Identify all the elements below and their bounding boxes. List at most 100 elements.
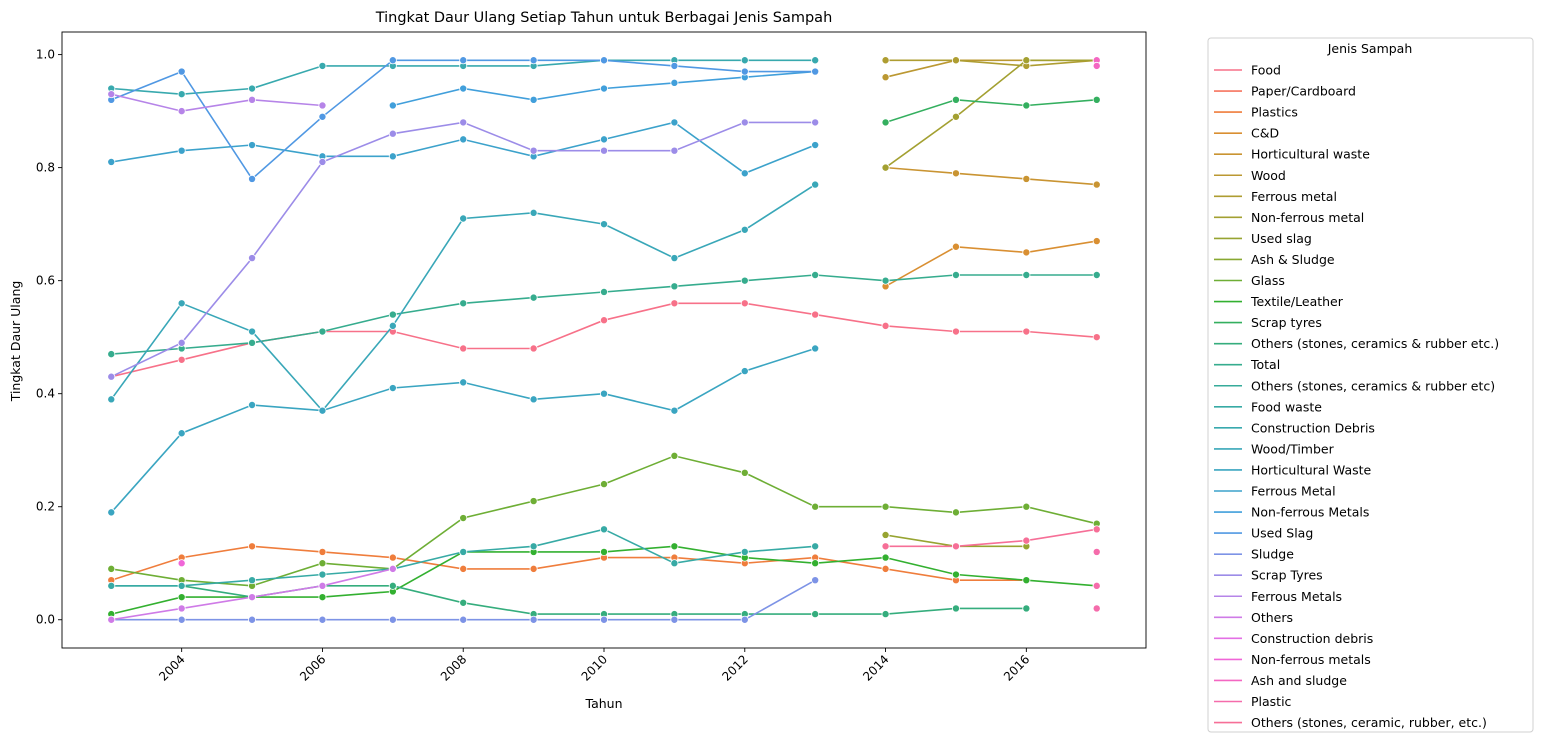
legend-label: Ferrous metal: [1251, 189, 1337, 204]
data-point: [318, 615, 327, 624]
legend-label: Textile/Leather: [1250, 294, 1344, 309]
legend-label: Sludge: [1251, 547, 1294, 562]
y-tick-label: 0.6: [36, 274, 55, 288]
series-21: [388, 67, 820, 110]
legend-label: Used Slag: [1251, 526, 1313, 541]
y-tick-label: 0.4: [36, 387, 55, 401]
series-7: [881, 56, 1101, 172]
data-point: [1092, 180, 1101, 189]
data-point: [1022, 174, 1031, 183]
legend-title: Jenis Sampah: [1327, 41, 1413, 56]
data-point: [600, 316, 609, 325]
data-point: [318, 112, 327, 121]
data-point: [529, 542, 538, 551]
data-point: [600, 84, 609, 93]
data-point: [318, 547, 327, 556]
series-line: [111, 274, 1097, 355]
data-point: [177, 355, 186, 364]
data-point: [388, 553, 397, 562]
data-point: [248, 615, 257, 624]
y-axis-label: Tingkat Daur Ulang: [8, 281, 23, 403]
data-point: [107, 395, 116, 404]
data-point: [177, 67, 186, 76]
legend-label: Construction Debris: [1251, 420, 1375, 435]
data-point: [881, 530, 890, 539]
data-point: [1092, 61, 1101, 70]
data-point: [881, 502, 890, 511]
data-point: [881, 163, 890, 172]
data-point: [529, 95, 538, 104]
data-point: [951, 508, 960, 517]
y-tick-label: 1.0: [36, 48, 55, 62]
x-tick-label: 2008: [438, 652, 469, 683]
series-line: [885, 98, 1097, 124]
x-tick-label: 2016: [1001, 652, 1032, 683]
data-point: [388, 384, 397, 393]
data-point: [1092, 525, 1101, 534]
series-25: [107, 90, 327, 116]
legend-frame: [1207, 37, 1534, 733]
series-line: [885, 59, 1097, 169]
data-point: [107, 615, 116, 624]
data-point: [951, 542, 960, 551]
y-tick-label: 0.8: [36, 161, 55, 175]
series-3: [881, 237, 1101, 291]
legend-label: Used slag: [1251, 231, 1312, 246]
legend-label: Food: [1251, 63, 1281, 78]
legend-label: Ash and sludge: [1251, 673, 1347, 688]
data-point: [811, 271, 820, 280]
data-point: [318, 406, 327, 415]
x-tick-label: 2004: [156, 652, 187, 683]
data-point: [881, 56, 890, 65]
data-point: [881, 553, 890, 562]
data-point: [388, 101, 397, 110]
data-point: [740, 225, 749, 234]
series-line: [111, 455, 1097, 587]
legend-label: Others (stones, ceramics & rubber etc.): [1251, 336, 1499, 351]
data-point: [459, 84, 468, 93]
data-point: [248, 400, 257, 409]
data-point: [600, 525, 609, 534]
series-13: [107, 581, 1031, 619]
data-point: [459, 299, 468, 308]
data-point: [670, 615, 679, 624]
data-point: [881, 610, 890, 619]
legend-label: Non-ferrous Metals: [1251, 505, 1369, 520]
data-point: [600, 56, 609, 65]
data-point: [740, 615, 749, 624]
data-point: [459, 135, 468, 144]
data-point: [318, 157, 327, 166]
data-point: [318, 581, 327, 590]
data-point: [600, 220, 609, 229]
data-point: [951, 95, 960, 104]
data-point: [388, 615, 397, 624]
legend-label: Non-ferrous metals: [1251, 652, 1371, 667]
data-point: [670, 61, 679, 70]
data-point: [670, 78, 679, 87]
data-point: [459, 378, 468, 387]
series-14: [107, 271, 1101, 359]
data-point: [529, 615, 538, 624]
data-point: [811, 67, 820, 76]
legend-label: Food waste: [1251, 399, 1322, 414]
data-point: [1022, 604, 1031, 613]
legend-label: Ferrous Metal: [1251, 484, 1336, 499]
data-point: [740, 276, 749, 285]
data-point: [670, 254, 679, 263]
data-point: [529, 344, 538, 353]
data-point: [811, 542, 820, 551]
data-point: [600, 547, 609, 556]
series-2: [107, 542, 1031, 585]
data-point: [388, 581, 397, 590]
legend-label: Total: [1250, 357, 1280, 372]
data-point: [881, 542, 890, 551]
data-point: [600, 146, 609, 155]
series-line: [111, 545, 1027, 581]
series-30: [1092, 547, 1101, 613]
data-point: [107, 90, 116, 99]
series-line: [110, 121, 816, 378]
data-point: [1022, 536, 1031, 545]
data-point: [670, 146, 679, 155]
data-point: [529, 564, 538, 573]
